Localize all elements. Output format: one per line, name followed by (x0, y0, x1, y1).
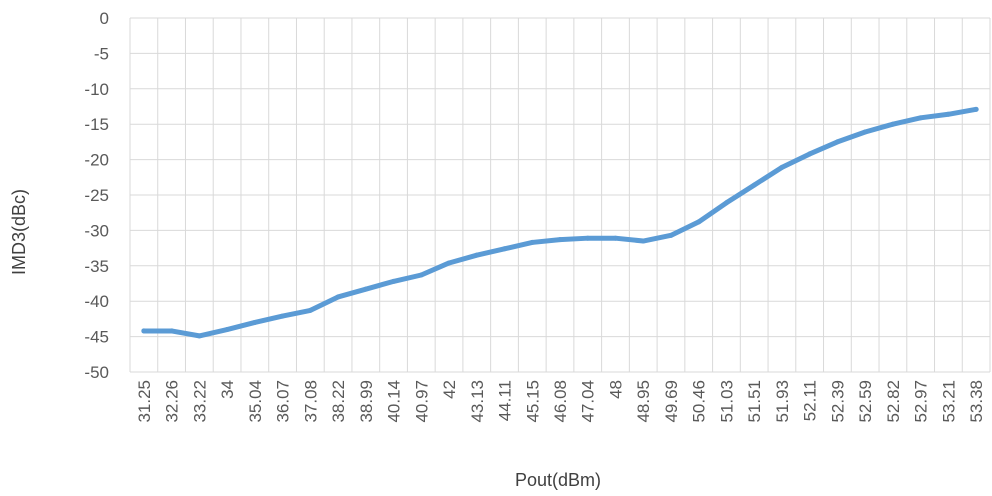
x-tick-label: 42 (440, 380, 459, 399)
y-tick-label: 0 (100, 9, 109, 28)
data-point (502, 246, 508, 252)
data-point (307, 307, 313, 313)
y-tick-label: -35 (84, 257, 109, 276)
x-axis-title: Pout(dBm) (515, 470, 601, 490)
data-point (557, 237, 563, 243)
data-point (391, 278, 397, 284)
x-tick-label: 46.08 (551, 380, 570, 423)
x-tick-label: 32.26 (163, 380, 182, 423)
x-tick-label: 40.14 (385, 380, 404, 423)
x-tick-label: 53.38 (967, 380, 986, 423)
data-point (280, 313, 286, 319)
y-tick-label: -5 (94, 44, 109, 63)
data-point (363, 286, 369, 292)
x-tick-label: 43.13 (468, 380, 487, 423)
x-tick-label: 35.04 (246, 380, 265, 423)
x-tick-label: 49.69 (662, 380, 681, 423)
data-point (529, 239, 535, 245)
x-tick-label: 37.08 (301, 380, 320, 423)
y-tick-label: -10 (84, 80, 109, 99)
data-point (418, 272, 424, 278)
data-point (141, 328, 147, 334)
series-layer (141, 106, 979, 339)
x-tick-label: 48.95 (634, 380, 653, 423)
y-tick-labels: 0 -5 -10 -15 -20 -25 -30 -35 -40 -45 -50 (84, 9, 109, 382)
y-tick-label: -20 (84, 151, 109, 170)
x-tick-label: 51.93 (773, 380, 792, 423)
y-tick-label: -30 (84, 221, 109, 240)
y-tick-label: -25 (84, 186, 109, 205)
data-point (446, 260, 452, 266)
x-tick-label: 38.22 (329, 380, 348, 423)
x-tick-label: 38.99 (357, 380, 376, 423)
x-tick-label: 52.97 (912, 380, 931, 423)
x-tick-label: 34 (218, 380, 237, 399)
data-point (945, 111, 951, 117)
data-point (807, 151, 813, 157)
data-point (224, 327, 230, 333)
data-point (696, 219, 702, 225)
data-point (585, 235, 591, 241)
x-tick-label: 36.07 (274, 380, 293, 423)
data-point (169, 328, 175, 334)
x-tick-label: 31.25 (135, 380, 154, 423)
x-tick-label: 50.46 (690, 380, 709, 423)
x-tick-label: 51.51 (745, 380, 764, 423)
x-tick-label: 48 (606, 380, 625, 399)
x-tick-label: 52.82 (884, 380, 903, 423)
data-point (862, 129, 868, 135)
x-tick-label: 47.04 (579, 380, 598, 423)
data-point (751, 182, 757, 188)
x-tick-label: 52.11 (801, 380, 820, 421)
data-point (668, 232, 674, 238)
data-point (834, 139, 840, 145)
x-tick-labels: 31.25 32.26 33.22 34 35.04 36.07 37.08 38.22 38.… (135, 380, 986, 423)
x-tick-label: 40.97 (412, 380, 431, 423)
data-point (640, 238, 646, 244)
x-tick-label: 52.59 (856, 380, 875, 423)
y-tick-label: -15 (84, 115, 109, 134)
x-tick-label: 52.39 (828, 380, 847, 423)
data-point (973, 106, 979, 112)
y-axis-title: IMD3(dBc) (9, 189, 29, 275)
x-tick-label: 33.22 (190, 380, 209, 423)
y-tick-label: -40 (84, 292, 109, 311)
data-point (612, 235, 618, 241)
data-point (335, 294, 341, 300)
x-tick-label: 45.15 (523, 380, 542, 423)
gridlines (129, 17, 991, 373)
y-tick-label: -50 (84, 363, 109, 382)
data-point (723, 200, 729, 206)
x-tick-label: 53.21 (939, 380, 958, 423)
y-tick-label: -45 (84, 328, 109, 347)
data-point (252, 319, 258, 325)
x-tick-label: 44.11 (496, 380, 515, 421)
data-point (474, 252, 480, 258)
data-point (890, 121, 896, 127)
data-point (918, 115, 924, 121)
data-point (196, 333, 202, 339)
x-tick-label: 51.03 (717, 380, 736, 423)
data-point (779, 164, 785, 170)
